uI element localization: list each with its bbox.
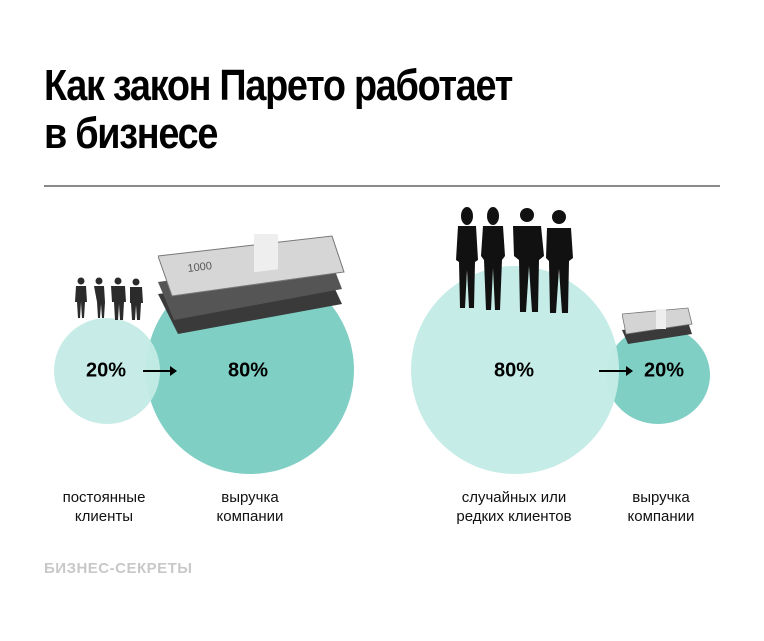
right-clients-percent: 80% xyxy=(493,359,535,382)
left-arrow-icon xyxy=(143,366,177,376)
left-clients-label: постоянные клиенты xyxy=(62,489,146,525)
right-revenue-label: выручка компании xyxy=(627,489,695,525)
brand-logo: БИЗНЕС-СЕКРЕТЫ xyxy=(44,560,193,577)
title-line-1: Как закон Парето работает xyxy=(44,61,513,110)
left-clients-circle xyxy=(54,318,160,424)
left-revenue-percent: 80% xyxy=(227,359,269,382)
left-revenue-label: выручка компании xyxy=(216,489,284,525)
title-line-2: в бизнесе xyxy=(44,109,218,158)
money-stack-icon xyxy=(621,306,694,351)
page-title: Как закон Парето работает в бизнесе xyxy=(44,61,513,158)
money-stack-icon: 1000 xyxy=(157,225,348,339)
right-arrow-icon xyxy=(599,366,633,376)
business-people-silhouette-icon xyxy=(453,206,583,316)
left-clients-percent: 20% xyxy=(85,359,127,382)
right-clients-circle xyxy=(411,266,619,474)
divider xyxy=(44,185,720,187)
right-clients-label: случайных или редких клиентов xyxy=(456,489,572,525)
business-people-icon xyxy=(72,276,148,336)
right-revenue-percent: 20% xyxy=(643,359,685,382)
right-revenue-circle xyxy=(606,326,710,424)
svg-text:1000: 1000 xyxy=(187,260,213,275)
